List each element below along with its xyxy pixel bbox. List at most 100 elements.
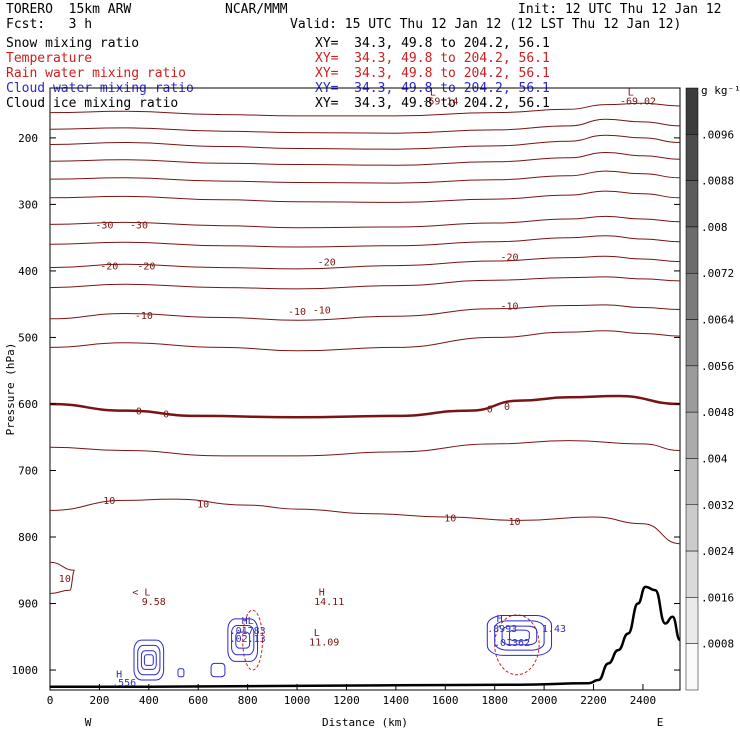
cloud-water-contour <box>486 614 553 656</box>
x-tick-label: 400 <box>139 694 159 707</box>
x-tick-label: 1000 <box>284 694 311 707</box>
extremum-label: .01783 <box>230 626 266 637</box>
cloud-water-contour <box>494 620 545 651</box>
x-tick-label: 2200 <box>580 694 607 707</box>
extremum-label: H <box>497 614 503 625</box>
extremum-label: H <box>116 669 122 680</box>
colorbar-label: .0016 <box>701 591 734 604</box>
colorbar-label: .0056 <box>701 360 734 373</box>
cloud-water-contour <box>231 624 255 656</box>
temperature-contour-label: -10 <box>500 302 518 313</box>
x-tick-label: 1400 <box>383 694 410 707</box>
cloud-water-contour <box>501 625 538 646</box>
y-tick-label: 800 <box>18 531 38 544</box>
temperature-contour-label: -10 <box>288 307 306 318</box>
colorbar-segment <box>685 643 699 691</box>
cloud-water-contour <box>133 639 165 681</box>
colorbar-label: .0096 <box>701 128 734 141</box>
x-tick-label: 2000 <box>531 694 558 707</box>
colorbar-label: .0072 <box>701 267 734 280</box>
plot-frame <box>49 87 681 691</box>
field-xy-range: XY= 34.3, 49.8 to 204.2, 56.1 <box>315 36 550 51</box>
temperature-contour-label: -30 <box>130 220 148 231</box>
temperature-contour-label: -20 <box>318 258 336 269</box>
temperature-contour-label: 0 <box>136 407 142 418</box>
temperature-contour-label: -20 <box>100 262 118 273</box>
temperature-contour-label: -20 <box>500 252 518 263</box>
y-tick-label: 900 <box>18 598 38 611</box>
temperature-contour-label: 0 <box>487 405 493 416</box>
field-xy-range: XY= 34.3, 49.8 to 204.2, 56.1 <box>315 96 550 111</box>
temperature-contour-label: -10 <box>135 311 153 322</box>
x-tick-label: 1800 <box>481 694 508 707</box>
field-name: Temperature <box>6 51 93 66</box>
temperature-contour-label: -30 <box>95 220 113 231</box>
colorbar-label: .0008 <box>701 638 734 651</box>
center-name: NCAR/MMM <box>225 2 288 17</box>
temperature-contour <box>49 118 681 134</box>
model-name: TORERO 15km ARW <box>6 2 132 17</box>
temperature-contour-label: 10 <box>103 496 115 507</box>
temperature-contour-label: -10 <box>313 306 331 317</box>
y-tick-label: 1000 <box>12 664 39 677</box>
extremum-label: < L <box>132 588 150 599</box>
temperature-contour-label: 10 <box>59 574 71 585</box>
temperature-contour <box>49 170 681 184</box>
y-tick-label: 400 <box>18 265 38 278</box>
east-label: E <box>657 716 664 729</box>
x-tick-label: 1200 <box>333 694 360 707</box>
colorbar-segment <box>685 87 699 135</box>
temperature-contour <box>49 151 681 166</box>
cloud-water-contour <box>210 662 226 678</box>
y-tick-label: 500 <box>18 331 38 344</box>
temperature-contour-label: -20 <box>137 262 155 273</box>
extremum-label: .8993 <box>487 624 517 635</box>
colorbar-segment <box>685 272 699 320</box>
extremum-label: H <box>319 588 325 599</box>
field-name: Cloud ice mixing ratio <box>6 96 179 111</box>
colorbar-segment <box>685 180 699 228</box>
west-label: W <box>85 716 92 729</box>
temperature-contour-label: 10 <box>508 517 520 528</box>
cloud-water-contour <box>140 650 157 670</box>
colorbar-unit: g kg⁻¹ <box>701 84 740 97</box>
y-tick-label: 700 <box>18 464 38 477</box>
temperature-contour <box>49 255 681 270</box>
extremum-label: 14.11 <box>314 597 344 608</box>
extremum-label: HL <box>242 616 254 627</box>
colorbar-segment <box>685 550 699 598</box>
field-xy-range: XY= 34.3, 49.8 to 204.2, 56.1 <box>315 51 550 66</box>
temperature-contour <box>49 235 681 248</box>
extremum-label: .556 <box>112 678 136 689</box>
extremum-label: .02.13 <box>230 634 266 645</box>
x-axis-label: Distance (km) <box>322 716 408 729</box>
temperature-contour <box>49 304 681 321</box>
extremum-label: L <box>314 628 320 639</box>
colorbar-label: .0048 <box>701 406 734 419</box>
colorbar-label: .0032 <box>701 499 734 512</box>
forecast-hour: Fcst: 3 h <box>6 17 93 32</box>
y-tick-label: 600 <box>18 398 38 411</box>
colorbar-segment <box>685 504 699 552</box>
extremum-label: -69.02 <box>620 97 656 108</box>
terrain-line <box>50 585 682 688</box>
cloud-water-contour <box>143 654 154 666</box>
x-tick-label: 2400 <box>630 694 657 707</box>
temperature-contour <box>49 215 681 229</box>
cloud-water-contour <box>137 644 161 676</box>
y-axis-label: Pressure (hPa) <box>4 343 17 436</box>
colorbar-segment <box>685 411 699 459</box>
cloud-water-contour <box>227 618 259 662</box>
temperature-contour <box>49 394 681 419</box>
colorbar-segment <box>685 134 699 181</box>
temperature-contour-label: 10 <box>197 500 209 511</box>
colorbar-label: .0024 <box>701 545 734 558</box>
colorbar-label: .0064 <box>701 314 734 327</box>
temperature-contour <box>49 330 681 352</box>
temperature-contour <box>49 498 681 545</box>
x-tick-label: 0 <box>47 694 54 707</box>
y-tick-label: 300 <box>18 198 38 211</box>
extremum-label: 11.09 <box>309 637 339 648</box>
extremum-label: -69.14 <box>422 97 458 108</box>
temperature-contour <box>49 134 681 150</box>
